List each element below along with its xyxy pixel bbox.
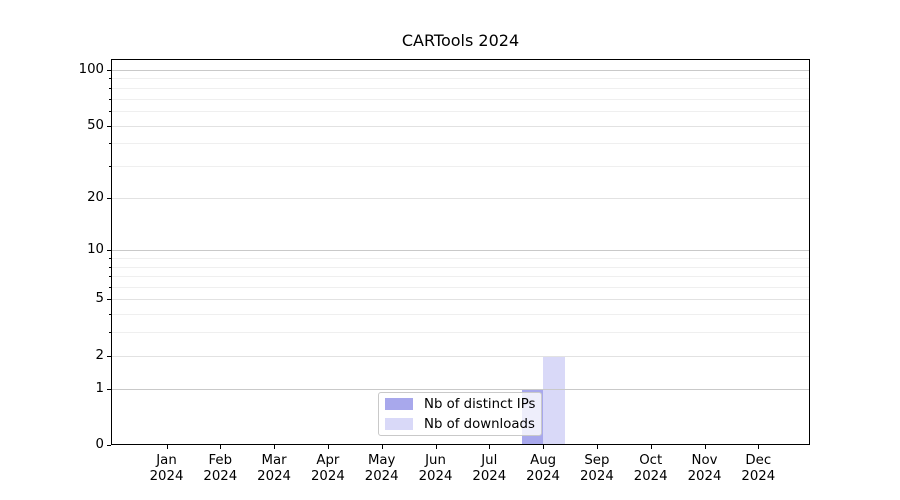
- legend-swatch-downloads: [385, 418, 413, 430]
- y-tick-mark: [107, 125, 111, 127]
- x-tick-mark: [327, 445, 329, 449]
- y-minor-tick-mark: [109, 110, 111, 112]
- y-tick-mark: [107, 299, 111, 301]
- y-tick-label: 50: [87, 117, 104, 133]
- x-tick-mark: [220, 445, 222, 449]
- y-tick-mark: [107, 388, 111, 390]
- y-tick-label: 0: [95, 437, 104, 452]
- y-minor-tick-mark: [109, 166, 111, 167]
- y-minor-tick-mark: [109, 286, 111, 288]
- gridline-minor: [112, 110, 809, 112]
- gridline-major: [112, 70, 809, 71]
- y-minor-tick-mark: [109, 314, 111, 316]
- x-tick-label: May 2024: [364, 453, 399, 484]
- y-minor-tick-mark: [109, 87, 111, 89]
- x-tick-label: Aug 2024: [526, 453, 561, 484]
- x-tick-mark: [274, 445, 276, 449]
- legend-swatch-distinct-ips: [385, 398, 413, 410]
- legend-entry: Nb of distinct IPs: [385, 396, 541, 412]
- gridline-minor: [112, 314, 809, 316]
- y-tick-label: 10: [87, 242, 104, 258]
- legend-label: Nb of distinct IPs: [424, 396, 536, 412]
- y-tick-label: 20: [87, 189, 104, 205]
- gridline-minor: [112, 143, 809, 145]
- gridline-mid: [112, 125, 809, 127]
- legend-entry: Nb of downloads: [385, 416, 541, 432]
- x-tick-mark: [435, 445, 437, 449]
- legend-label: Nb of downloads: [424, 416, 535, 432]
- legend: Nb of distinct IPs Nb of downloads: [378, 392, 542, 436]
- gridline-major: [112, 388, 809, 390]
- x-tick-label: Oct 2024: [633, 453, 668, 484]
- x-tick-label: Jan 2024: [149, 453, 184, 484]
- y-tick-label: 5: [95, 291, 104, 307]
- x-tick-mark: [650, 445, 652, 449]
- y-tick-mark: [107, 250, 111, 252]
- y-minor-tick-mark: [109, 332, 111, 334]
- x-tick-mark: [758, 445, 760, 449]
- y-minor-tick-mark: [109, 266, 111, 268]
- x-tick-label: Dec 2024: [741, 453, 776, 484]
- gridline-minor: [112, 78, 809, 80]
- gridline-minor: [112, 87, 809, 89]
- gridline-mid: [112, 197, 809, 199]
- gridline-minor: [112, 286, 809, 288]
- y-tick-label: 2: [95, 347, 104, 363]
- x-tick-mark: [543, 445, 545, 449]
- chart-title: CARTools 2024: [401, 31, 520, 50]
- gridline-minor: [112, 257, 809, 259]
- y-minor-tick-mark: [109, 78, 111, 80]
- x-tick-label: Mar 2024: [257, 453, 292, 484]
- gridline-mid: [112, 299, 809, 301]
- y-tick-mark: [107, 70, 111, 71]
- y-minor-tick-mark: [109, 257, 111, 259]
- gridline-minor: [112, 166, 809, 167]
- bar-downloads: [543, 355, 565, 445]
- y-tick-label: 1: [95, 380, 104, 396]
- gridline-minor: [112, 266, 809, 268]
- gridline-major: [112, 250, 809, 252]
- x-tick-label: Jun 2024: [418, 453, 453, 484]
- y-minor-tick-mark: [109, 98, 111, 100]
- x-tick-label: Feb 2024: [203, 453, 238, 484]
- y-tick-mark: [107, 445, 111, 446]
- plot-border: [111, 59, 810, 445]
- gridline-mid: [112, 355, 809, 357]
- y-minor-tick-mark: [109, 276, 111, 277]
- x-tick-mark: [704, 445, 706, 449]
- y-tick-mark: [107, 355, 111, 357]
- x-tick-mark: [596, 445, 598, 449]
- x-tick-label: Jul 2024: [472, 453, 507, 484]
- x-tick-label: Sep 2024: [579, 453, 614, 484]
- y-minor-tick-mark: [109, 143, 111, 145]
- x-tick-mark: [381, 445, 383, 449]
- x-tick-label: Apr 2024: [310, 453, 345, 484]
- y-tick-mark: [107, 197, 111, 199]
- gridline-minor: [112, 276, 809, 277]
- y-tick-label: 100: [78, 62, 104, 77]
- x-tick-mark: [166, 445, 168, 449]
- x-tick-mark: [489, 445, 491, 449]
- gridline-minor: [112, 332, 809, 334]
- x-tick-label: Nov 2024: [687, 453, 722, 484]
- gridline-minor: [112, 98, 809, 100]
